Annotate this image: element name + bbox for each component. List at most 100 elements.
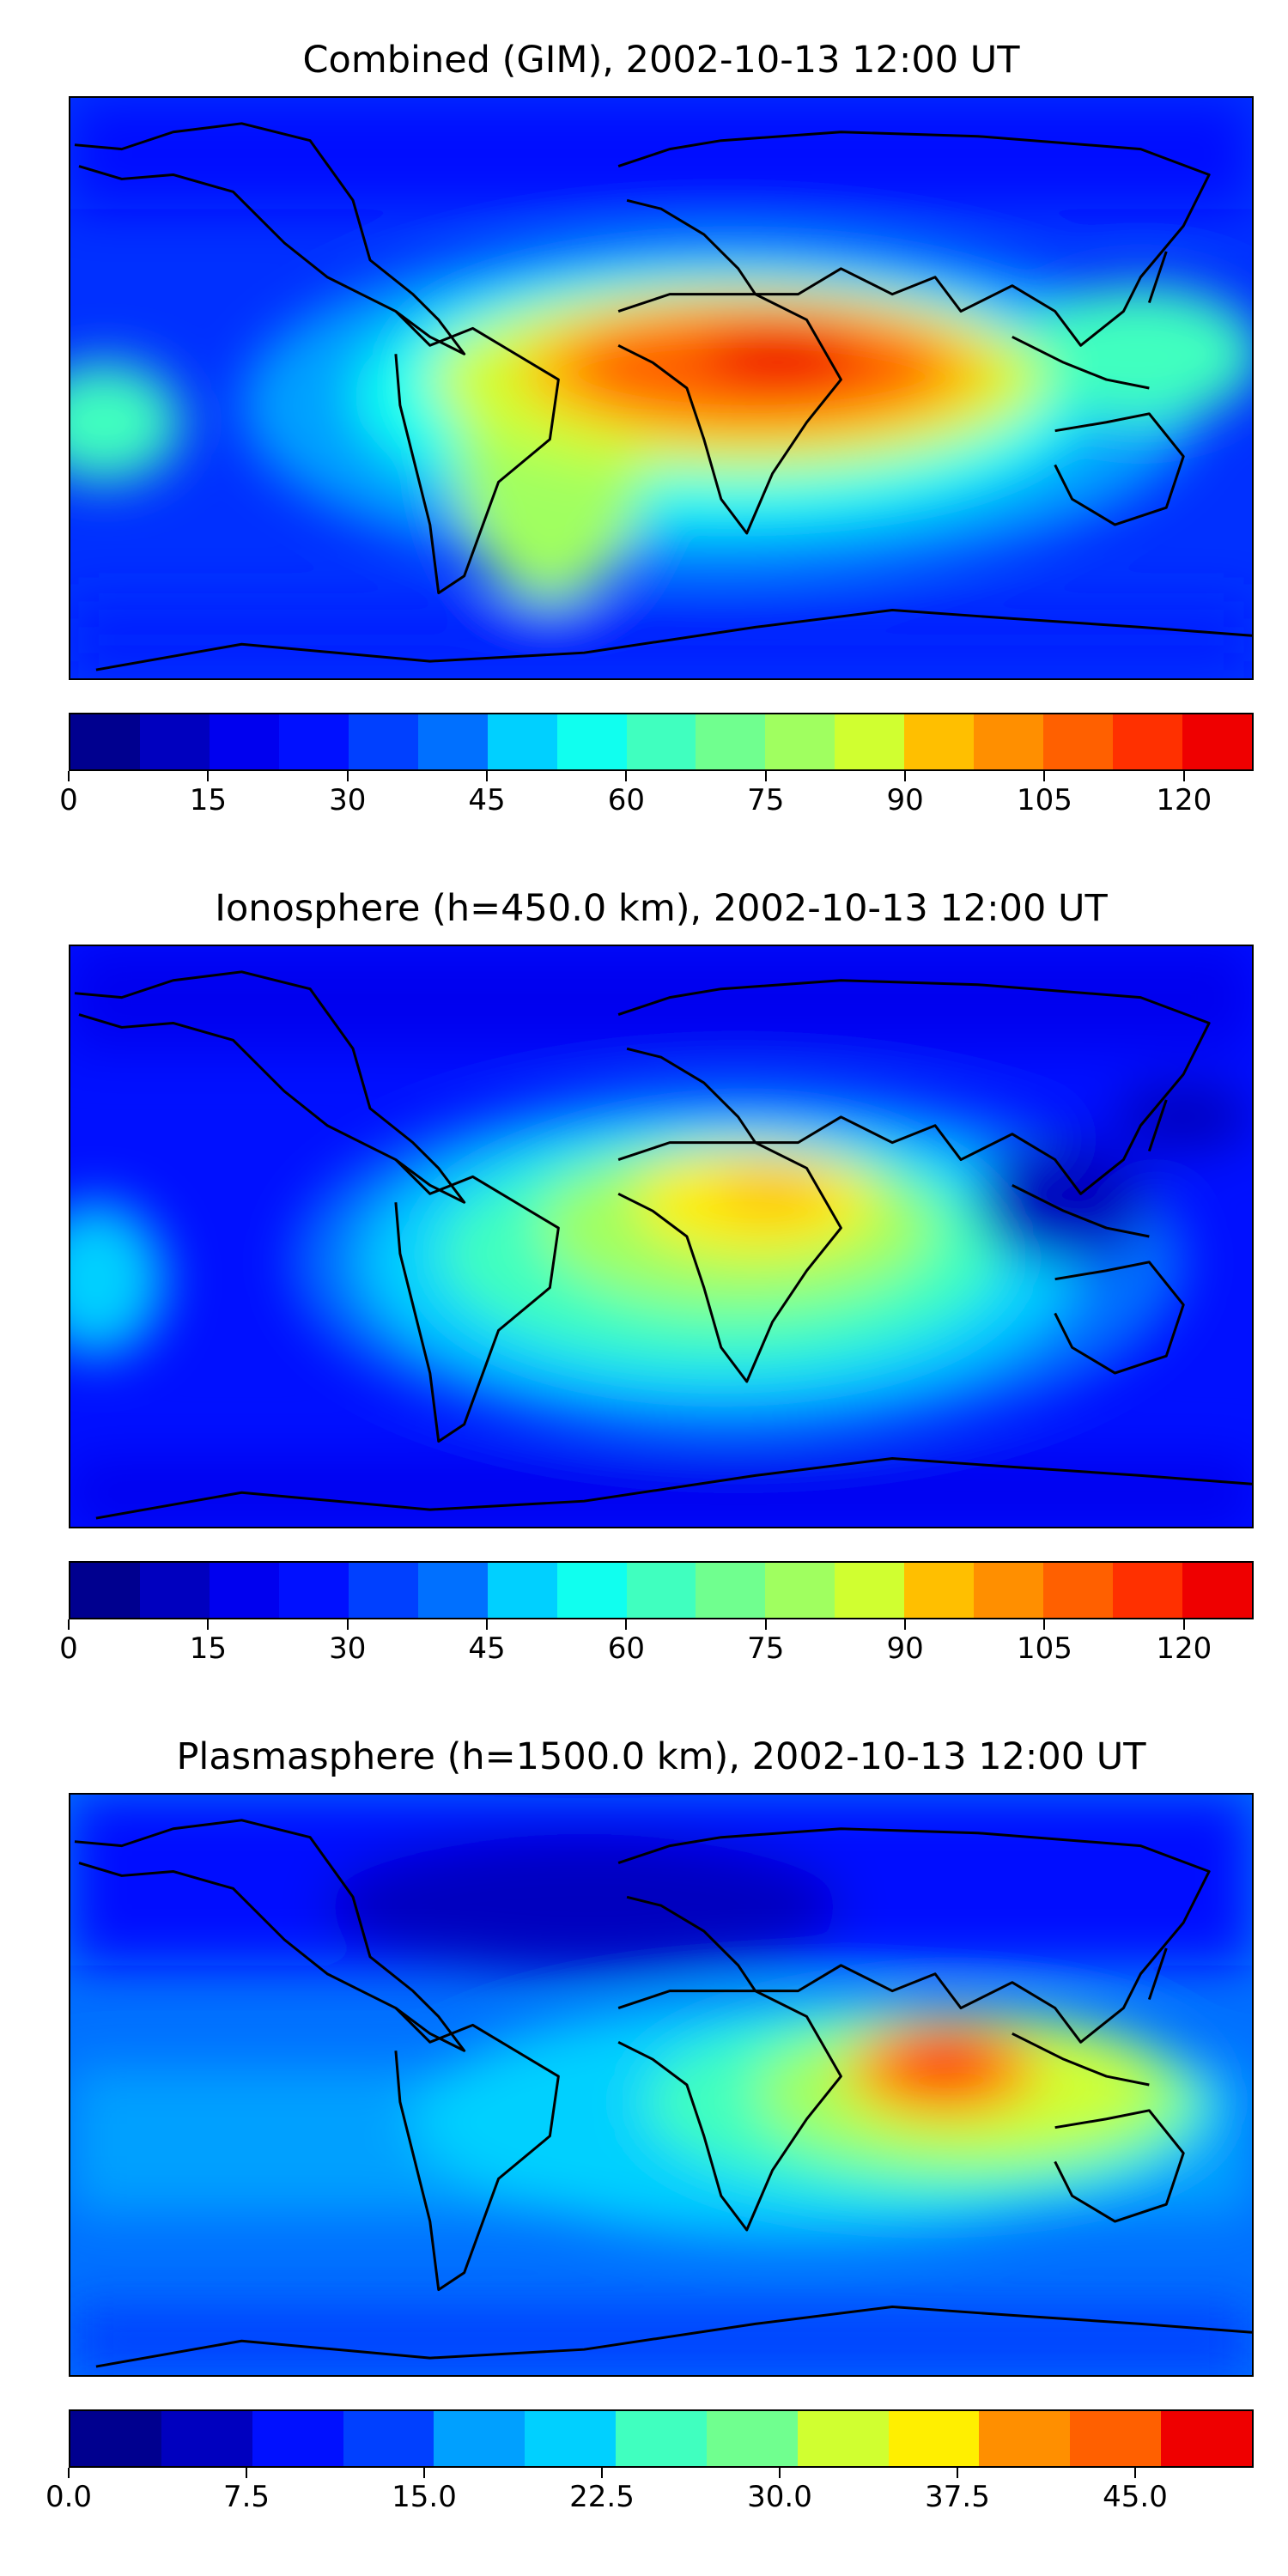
colorbar-tick-label: 0 [59, 783, 78, 817]
panel-1-title: Combined (GIM), 2002-10-13 12:00 UT [302, 39, 1020, 82]
panel-2-colorbar [69, 1561, 1254, 1619]
colorbar-tick [601, 2468, 603, 2478]
colorbar-segment [348, 1563, 418, 1618]
colorbar-tick-label: 22.5 [569, 2480, 635, 2514]
colorbar-tick [957, 2468, 958, 2478]
colorbar-segment [696, 1563, 766, 1618]
colorbar-segment [139, 1563, 210, 1618]
colorbar-tick [779, 2468, 781, 2478]
colorbar-segment [556, 714, 627, 769]
colorbar-segment [797, 2411, 889, 2466]
colorbar-segment [979, 2411, 1071, 2466]
colorbar-segment [696, 714, 766, 769]
panel-2-map-svg [70, 946, 1252, 1527]
colorbar-segment [434, 2411, 526, 2466]
colorbar-tick-label: 45 [468, 783, 506, 817]
colorbar-segment [1070, 2411, 1162, 2466]
colorbar-tick-label: 105 [1017, 783, 1072, 817]
colorbar-tick [346, 1619, 349, 1630]
colorbar-segment [904, 714, 975, 769]
panel-3-map-svg [70, 1795, 1252, 2375]
colorbar-segment [765, 1563, 835, 1618]
colorbar-segment [161, 2411, 252, 2466]
colorbar-segment [278, 1563, 349, 1618]
colorbar-tick [904, 771, 907, 781]
panel-2-title: Ionosphere (h=450.0 km), 2002-10-13 12:0… [215, 887, 1108, 930]
colorbar-segment [1113, 1563, 1182, 1618]
colorbar-tick-label: 30.0 [747, 2480, 812, 2514]
colorbar-tick-label: 45.0 [1103, 2480, 1168, 2514]
colorbar-tick-label: 105 [1017, 1631, 1072, 1666]
panel-1-coastlines [74, 122, 1252, 671]
panel-3-map [69, 1793, 1254, 2377]
panel-1-map-svg [70, 98, 1252, 678]
colorbar-tick-label: 30 [329, 1631, 367, 1666]
colorbar-segment [974, 1563, 1044, 1618]
colorbar-tick-label: 90 [886, 1631, 924, 1666]
colorbar-segment [1043, 714, 1114, 769]
colorbar-tick [68, 771, 70, 781]
colorbar-segment [904, 1563, 975, 1618]
colorbar-tick [207, 1619, 210, 1630]
colorbar-segment [525, 2411, 617, 2466]
colorbar-tick [764, 1619, 767, 1630]
panel-2-colorbar-ticks: 0 15 30 45 60 75 90 105 120 [59, 1619, 1254, 1671]
colorbar-segment [70, 2411, 161, 2466]
colorbar-tick [246, 2468, 247, 2478]
colorbar-tick [68, 2468, 70, 2478]
colorbar-tick-label: 15 [189, 783, 227, 817]
colorbar-tick-label: 60 [607, 1631, 646, 1666]
panel-1-colorbar [69, 713, 1254, 771]
colorbar-tick-label: 15.0 [392, 2480, 457, 2514]
colorbar-tick [904, 1619, 907, 1630]
colorbar-tick [207, 771, 210, 781]
colorbar-segment [706, 2411, 798, 2466]
colorbar-tick [1182, 771, 1185, 781]
colorbar-tick-label: 75 [747, 783, 785, 817]
colorbar-tick-label: 30 [329, 783, 367, 817]
colorbar-segment [1161, 2411, 1252, 2466]
colorbar-segment [139, 714, 210, 769]
colorbar-tick [346, 771, 349, 781]
colorbar-segment [487, 714, 557, 769]
colorbar-segment [1182, 1563, 1252, 1618]
colorbar-tick-label: 45 [468, 1631, 506, 1666]
colorbar-segment [1113, 714, 1182, 769]
colorbar-tick-label: 7.5 [222, 2480, 270, 2514]
colorbar-segment [70, 1563, 140, 1618]
colorbar-tick-label: 0.0 [45, 2480, 93, 2514]
colorbar-segment [626, 714, 696, 769]
colorbar-tick-label: 120 [1156, 783, 1212, 817]
panel-3-colorbar-ticks: 0.0 7.5 15.0 22.5 30.0 37.5 45.0 [46, 2468, 1254, 2519]
colorbar-tick-label: 60 [607, 783, 646, 817]
colorbar-segment [835, 714, 905, 769]
colorbar-tick [68, 1619, 70, 1630]
colorbar-tick [625, 1619, 628, 1630]
panel-3-coastlines [74, 1819, 1252, 2368]
colorbar-tick-label: 120 [1156, 1631, 1212, 1666]
colorbar-segment [974, 714, 1044, 769]
panel-3-colorbar [69, 2409, 1254, 2468]
colorbar-segment [278, 714, 349, 769]
panel-1-colorbar-ticks: 0 15 30 45 60 75 90 105 120 [59, 771, 1254, 823]
colorbar-segment [417, 1563, 488, 1618]
panel-3-title: Plasmasphere (h=1500.0 km), 2002-10-13 1… [176, 1735, 1146, 1778]
colorbar-tick [1043, 1619, 1046, 1630]
colorbar-tick [1043, 771, 1046, 781]
colorbar-segment [209, 1563, 279, 1618]
colorbar-segment [417, 714, 488, 769]
colorbar-segment [1043, 1563, 1114, 1618]
colorbar-tick [423, 2468, 425, 2478]
colorbar-tick [764, 771, 767, 781]
colorbar-segment [348, 714, 418, 769]
colorbar-segment [1182, 714, 1252, 769]
colorbar-segment [556, 1563, 627, 1618]
colorbar-tick [486, 771, 489, 781]
panel-1-map [69, 96, 1254, 680]
colorbar-segment [487, 1563, 557, 1618]
panel-2-coastlines [74, 970, 1252, 1520]
colorbar-segment [252, 2411, 343, 2466]
colorbar-segment [209, 714, 279, 769]
colorbar-tick-label: 75 [747, 1631, 785, 1666]
colorbar-tick-label: 0 [59, 1631, 78, 1666]
